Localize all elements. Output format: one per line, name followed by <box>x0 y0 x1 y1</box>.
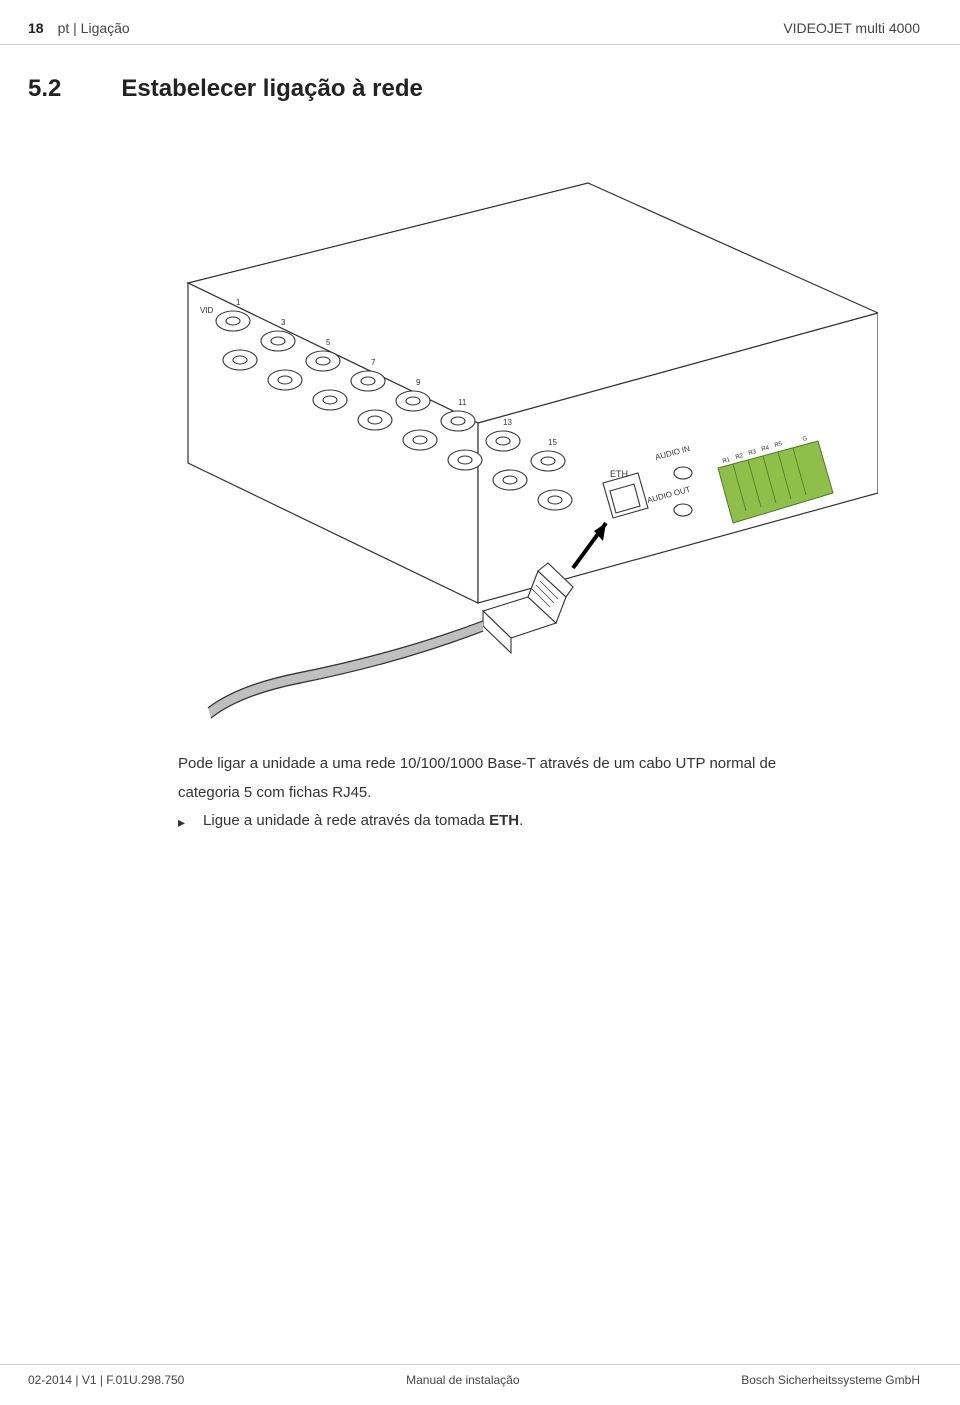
page-number: 18 <box>28 20 44 36</box>
section: 5.2 Estabelecer ligação à rede <box>0 75 960 833</box>
breadcrumb: pt | Ligação <box>58 20 130 36</box>
audio-out-jack <box>674 504 692 516</box>
page-header: 18 pt | Ligação VIDEOJET multi 4000 <box>0 0 960 45</box>
device-diagram: 1 3 5 7 9 11 13 15 VID ETH AUDIO IN <box>178 153 878 723</box>
footer-left: 02-2014 | V1 | F.01U.298.750 <box>28 1373 184 1387</box>
header-left: 18 pt | Ligação <box>28 20 130 36</box>
port-label: 9 <box>416 378 421 387</box>
bullet-marker: ▸ <box>178 810 185 833</box>
port-label: 5 <box>326 338 331 347</box>
port-label: 3 <box>281 318 286 327</box>
port-label: 13 <box>503 418 512 427</box>
port-label: 11 <box>458 398 467 407</box>
paragraph-line-2: categoria 5 com fichas RJ45. <box>178 782 880 805</box>
page-footer: 02-2014 | V1 | F.01U.298.750 Manual de i… <box>0 1364 960 1387</box>
bullet-text: Ligue a unidade à rede através da tomada… <box>203 810 523 833</box>
section-number: 5.2 <box>28 75 61 103</box>
bullet-item: ▸ Ligue a unidade à rede através da toma… <box>178 810 880 833</box>
footer-right: Bosch Sicherheitssysteme GmbH <box>741 1373 920 1387</box>
product-name: VIDEOJET multi 4000 <box>783 20 920 36</box>
section-heading: 5.2 Estabelecer ligação à rede <box>28 75 920 103</box>
vid-label: VID <box>200 306 214 315</box>
port-label: 1 <box>236 298 241 307</box>
footer-center: Manual de instalação <box>406 1373 519 1387</box>
port-label: 7 <box>371 358 376 367</box>
eth-label: ETH <box>610 469 628 479</box>
paragraph-line-1: Pode ligar a unidade a uma rede 10/100/1… <box>178 753 880 776</box>
port-label: 15 <box>548 438 557 447</box>
body-text: Pode ligar a unidade a uma rede 10/100/1… <box>178 753 880 833</box>
audio-in-jack <box>674 467 692 479</box>
section-title: Estabelecer ligação à rede <box>121 75 423 103</box>
